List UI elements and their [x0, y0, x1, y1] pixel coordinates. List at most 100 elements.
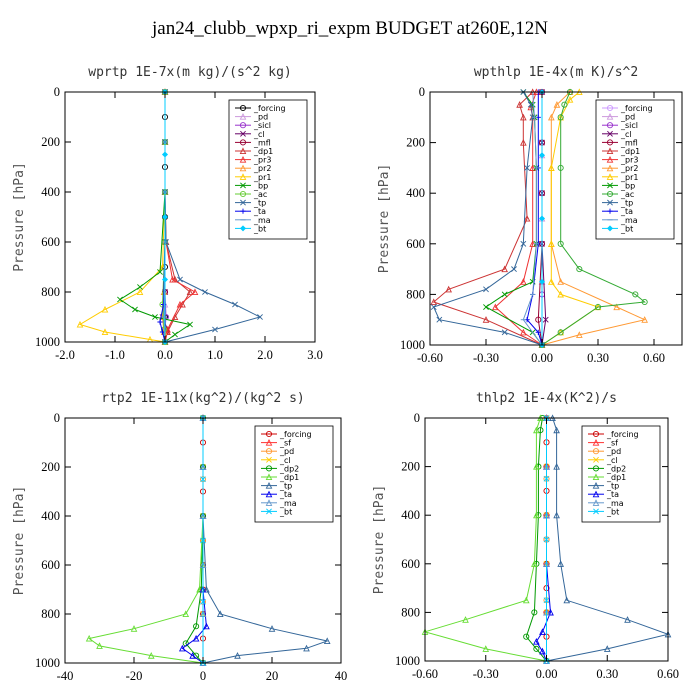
panel-3-legend-label: _forcing	[279, 430, 312, 439]
panel-2-frame	[429, 91, 683, 346]
panel-4-point-dp1-3	[533, 511, 540, 519]
panel-2-legend-label: _bp	[620, 181, 635, 190]
panel-1-point-bp-7	[152, 314, 158, 320]
panel-1-point-tp-8	[212, 326, 218, 333]
panel-1-point-bp-5	[117, 296, 123, 303]
panel-2-point-ac-7	[641, 298, 648, 306]
panel-2-title: wpthlp 1E-4x(m K)/s^2	[474, 65, 638, 80]
panel-2-xtick-label: -0.60	[417, 351, 443, 365]
panel-3-point-tp-4	[216, 610, 224, 618]
panel-1-legend-marker	[239, 225, 247, 232]
panel-1-point-bp-9	[172, 331, 178, 338]
panel-4-point-tp-4	[557, 560, 565, 567]
panel-2-point-tp-9	[501, 329, 508, 336]
panel-2-point-bt-3	[538, 278, 546, 285]
panel-4-legend-label: _bt	[606, 507, 619, 516]
panel-3-legend-label: _ta	[279, 490, 292, 499]
panel-3-point-dp1-4	[182, 610, 190, 618]
panel-2-legend-marker	[606, 155, 614, 163]
panel-2-legend-label: _ma	[620, 216, 638, 225]
panel-2-point-ac-3	[557, 164, 564, 171]
panel-2-point-pr2-2	[548, 113, 555, 121]
panel-3-point-dp1-7	[96, 642, 103, 649]
panel-1-point-bt-3	[161, 276, 169, 283]
panel-2-legend-marker	[606, 147, 614, 155]
panel-1-xtick-label: 1.0	[207, 348, 223, 362]
panel-1-ytick-label: 400	[41, 185, 60, 199]
panel-1-series-pr3	[164, 92, 196, 343]
panel-3-point-bt-2	[200, 537, 206, 544]
panel-1-ytick-label: 0	[54, 85, 60, 99]
panel-2-point-ta-6	[535, 329, 541, 335]
panel-1-point-tp-5	[202, 289, 208, 295]
panel-2-plot: wpthlp 1E-4x(m K)/s^2 Pressure [hPa] 0 200 4…	[377, 65, 683, 365]
panel-3-ytick-label: 400	[41, 509, 60, 523]
panel-1-point-pr3-4	[169, 275, 176, 283]
panel-4-point-dp1-4	[531, 560, 538, 567]
panel-2-legend-label: _pd	[620, 113, 635, 122]
panel-4-point-tp-1	[553, 426, 560, 434]
panel-2-ytick-label: 200	[406, 136, 425, 150]
panel-3-point-dp1-6	[85, 634, 93, 642]
panel-2-ytick-label: 0	[419, 85, 425, 99]
panel-3-legend-marker	[266, 456, 272, 463]
panel-1-legend-label: _bp	[253, 181, 268, 190]
panel-2-legend-marker	[606, 173, 614, 180]
panel-4-series-dp2	[525, 417, 547, 662]
panel-1-ytick-label: 800	[41, 285, 60, 299]
panel-2-series-ac	[541, 91, 646, 346]
panel-4-point-dp1-2	[533, 462, 540, 470]
panel-2-legend: _forcing_pd_sicl_cl_mfl_dp1_pr3_pr2_pr1_…	[595, 99, 675, 240]
panel-2-ytick-label: 800	[406, 287, 425, 301]
panel-2-ylabel: Pressure [hPa]	[377, 164, 392, 274]
panel-3-legend-marker	[265, 465, 273, 472]
panel-1-ytick-label: 1000	[35, 335, 60, 349]
panel-4-legend-marker	[592, 499, 600, 506]
panel-2-point-pr1-6	[557, 290, 564, 298]
panel-4-legend-label: _ta	[606, 490, 619, 499]
panel-2-point-cl-4	[542, 316, 549, 323]
panel-1-legend-marker	[239, 104, 247, 112]
panel-4-xtick-label: 0.60	[657, 667, 679, 681]
panel-2-point-tp-4	[520, 240, 527, 247]
panel-4-legend-marker	[592, 465, 600, 472]
panel-3-point-dp1-3	[196, 585, 203, 593]
panel-4-plot: thlp2 1E-4x(K^2)/s Pressure [hPa] 0 200 400 6…	[372, 391, 679, 681]
panel-2-point-ac-8	[594, 303, 602, 311]
panel-1-point-pr3-6	[176, 300, 184, 308]
panel-3-xtick-label: 20	[266, 669, 279, 683]
panel-2-point-dp1-5	[501, 265, 508, 273]
panel-2-ytick-label: 1000	[400, 338, 425, 352]
panel-3-legend-label: _ma	[279, 499, 297, 508]
panel-1-legend-marker	[240, 182, 246, 189]
panel-1-point-pr1-6	[76, 320, 84, 328]
panel-1-legend-marker	[240, 199, 246, 206]
panel-2-series-pr1	[541, 91, 600, 346]
panel-2-point-pr1-3	[548, 164, 555, 171]
panel-1-xtick-label: 3.0	[307, 348, 323, 362]
panel-3-xtick-label: -20	[126, 669, 143, 683]
panel-1-legend-label: _ma	[253, 216, 271, 225]
panel-3-legend-marker	[265, 430, 273, 438]
panel-2-legend-marker	[606, 122, 614, 129]
panel-4-legend-marker	[592, 438, 600, 446]
panel-2-xtick-label: 0.60	[643, 351, 665, 365]
panel-2-point-ac-4	[557, 240, 564, 247]
panel-2-point-dp1-2	[520, 113, 527, 121]
panel-3-legend-marker	[265, 473, 273, 481]
panel-4-point-tp-6	[624, 616, 631, 623]
panel-3-legend-marker	[265, 499, 273, 506]
panel-1-legend-label: _ta	[253, 207, 266, 216]
panel-3-legend-label: _cl	[279, 456, 291, 465]
panel-2-point-pr3-1	[527, 103, 535, 111]
panel-2-point-dp1-4	[523, 214, 531, 222]
panel-2-legend-marker	[606, 190, 614, 198]
panel-2-legend-marker	[607, 130, 613, 137]
panel-2-point-dp1-8	[482, 316, 490, 323]
panel-2-legend-marker	[607, 199, 613, 206]
panel-4-point-ta-7	[539, 647, 546, 655]
panel-3-point-tp-6	[323, 637, 331, 644]
panel-3-legend: _forcing_sf_pd_cl_dp2_dp1_tp_ta_ma_bt	[254, 425, 334, 523]
panel-3-point-bt-3	[200, 598, 206, 605]
panel-2-legend-label: _pr1	[620, 173, 638, 182]
